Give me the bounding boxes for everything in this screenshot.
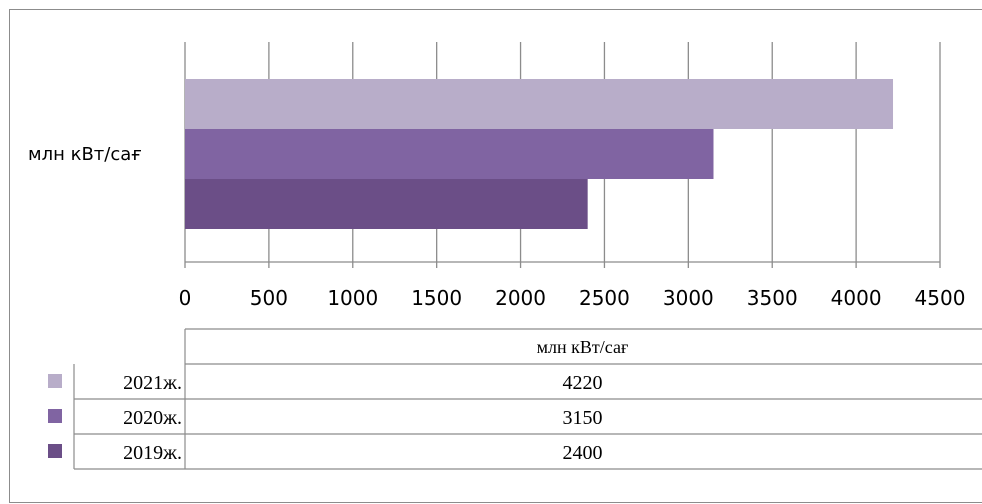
bar-2021ж. [185,79,894,129]
bars [185,79,894,229]
table-row-label: 2020ж. [123,407,182,429]
x-tick-label: 4500 [915,286,966,310]
x-axis: 0 500 1000 1500 2000 2500 3000 3500 4000 4500 [179,261,966,310]
category-label: млн кВт/сағ [28,144,142,165]
table-row-value: 2400 [563,442,603,464]
x-tick-label: 2500 [579,286,630,310]
x-tick-label: 3000 [663,286,714,310]
bar-2020ж. [185,129,714,179]
x-tick-label: 1000 [327,286,378,310]
x-tick-label: 500 [250,286,288,310]
data-table: млн кВт/сағ 2021ж. 4220 2020ж. 3150 2019ж. 240… [48,328,982,470]
x-tick-label: 1500 [411,286,462,310]
table-row-value: 3150 [563,407,603,429]
bar-2019ж. [185,179,588,229]
x-tick-label: 2000 [495,286,546,310]
table-row-value: 4220 [563,372,603,394]
table-row-label: 2021ж. [123,372,182,394]
table-header: млн кВт/сағ [537,337,629,357]
x-tick-label: 0 [179,286,192,310]
table-row-label: 2019ж. [123,442,182,464]
legend-swatch [48,444,62,458]
x-tick-label: 3500 [747,286,798,310]
legend-swatch [48,374,62,388]
legend-swatch [48,409,62,423]
x-tick-label: 4000 [831,286,882,310]
